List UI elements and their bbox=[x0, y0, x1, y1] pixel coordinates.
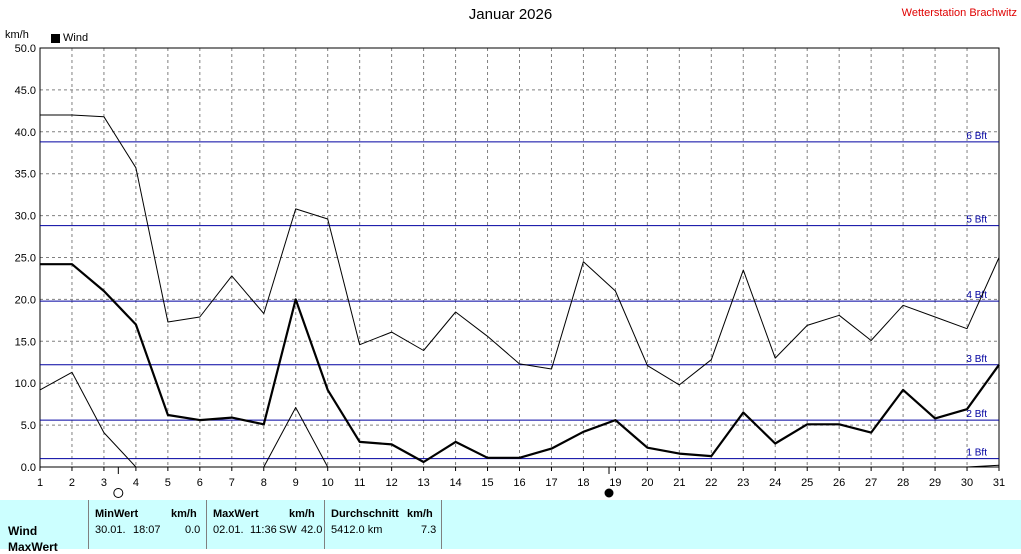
stats-min-time: 18:07 bbox=[133, 524, 161, 536]
beaufort-label: 5 Bft bbox=[966, 215, 987, 226]
legend-swatch-icon bbox=[51, 33, 60, 43]
x-tick-label: 28 bbox=[897, 477, 909, 489]
stats-row-label-wind: Wind bbox=[8, 524, 38, 538]
y-tick-label: 45.0 bbox=[15, 85, 36, 97]
legend-label: Wind bbox=[63, 32, 89, 44]
x-tick-label: 31 bbox=[993, 477, 1005, 489]
beaufort-label: 1 Bft bbox=[966, 448, 987, 459]
x-tick-label: 30 bbox=[961, 477, 973, 489]
x-tick-label: 5 bbox=[165, 477, 171, 489]
stats-avg-unit: km/h bbox=[407, 508, 433, 520]
beaufort-label: 6 Bft bbox=[966, 131, 987, 142]
stats-min-header: MinWert bbox=[95, 508, 139, 520]
stats-max-cell: MaxWert km/h 02.01. 11:36 SW 42.0 bbox=[206, 500, 325, 549]
x-tick-label: 14 bbox=[449, 477, 461, 489]
legend: Wind bbox=[51, 32, 88, 44]
stats-min-value: 0.0 bbox=[185, 524, 201, 536]
y-tick-label: 5.0 bbox=[21, 420, 36, 432]
y-tick-label: 10.0 bbox=[15, 378, 36, 390]
x-tick-label: 22 bbox=[705, 477, 717, 489]
beaufort-label: 2 Bft bbox=[966, 409, 987, 420]
x-tick-label: 27 bbox=[865, 477, 877, 489]
y-tick-label: 35.0 bbox=[15, 169, 36, 181]
y-tick-label: 25.0 bbox=[15, 253, 36, 265]
stats-min-cell: MinWert km/h 30.01. 18:07 0.0 bbox=[88, 500, 207, 549]
x-tick-label: 26 bbox=[833, 477, 845, 489]
stats-max-value: 42.0 bbox=[301, 524, 323, 536]
stats-avg-cell: Durchschnitt km/h 5412.0 km 7.3 bbox=[324, 500, 442, 549]
stats-min-unit: km/h bbox=[171, 508, 197, 520]
beaufort-label: 4 Bft bbox=[966, 290, 987, 301]
x-tick-label: 16 bbox=[513, 477, 525, 489]
x-tick-label: 13 bbox=[417, 477, 429, 489]
x-tick-label: 23 bbox=[737, 477, 749, 489]
stats-avg-value: 7.3 bbox=[421, 524, 437, 536]
station-name: Wetterstation Brachwitz bbox=[901, 7, 1017, 19]
stats-avg-header: Durchschnitt bbox=[331, 508, 399, 520]
x-tick-label: 19 bbox=[609, 477, 621, 489]
series-line bbox=[263, 407, 329, 468]
y-tick-label: 15.0 bbox=[15, 336, 36, 348]
y-tick-label: 30.0 bbox=[15, 211, 36, 223]
x-tick-label: 20 bbox=[641, 477, 653, 489]
full-moon-icon bbox=[113, 488, 124, 498]
stats-max-direction: SW bbox=[279, 524, 297, 536]
wind-chart: 0.0 5.0 10.0 15.0 20.0 25.0 30.0 35.0 40.0 45.0 50… bbox=[15, 43, 1005, 498]
stats-avg-distance: 5412.0 km bbox=[331, 524, 383, 536]
x-tick-label: 12 bbox=[386, 477, 398, 489]
x-tick-label: 10 bbox=[322, 477, 334, 489]
series-line bbox=[40, 263, 1000, 464]
x-tick-label: 8 bbox=[261, 477, 267, 489]
x-tick-label: 1 bbox=[37, 477, 43, 489]
y-axis-unit: km/h bbox=[5, 29, 29, 41]
x-tick-label: 17 bbox=[545, 477, 557, 489]
stats-max-header: MaxWert bbox=[213, 508, 259, 520]
new-moon-icon bbox=[604, 488, 614, 498]
series-line bbox=[40, 114, 1000, 386]
x-tick-label: 2 bbox=[69, 477, 75, 489]
x-tick-label: 11 bbox=[354, 477, 365, 489]
y-tick-label: 20.0 bbox=[15, 294, 36, 306]
series-line bbox=[39, 371, 137, 468]
x-tick-label: 15 bbox=[481, 477, 493, 489]
stats-max-time: 11:36 bbox=[250, 524, 277, 536]
series-line bbox=[966, 464, 1000, 468]
beaufort-label: 3 Bft bbox=[966, 354, 987, 365]
x-tick-label: 4 bbox=[133, 477, 139, 489]
y-tick-label: 0.0 bbox=[21, 462, 36, 474]
x-tick-label: 7 bbox=[229, 477, 235, 489]
stats-max-unit: km/h bbox=[289, 508, 315, 520]
x-tick-label: 25 bbox=[801, 477, 813, 489]
y-tick-label: 50.0 bbox=[15, 43, 36, 55]
chart-title: Januar 2026 bbox=[468, 6, 553, 23]
stats-row-label-maxwert: MaxWert bbox=[8, 540, 58, 554]
x-tick-label: 24 bbox=[769, 477, 781, 489]
x-tick-label: 18 bbox=[577, 477, 589, 489]
x-tick-label: 29 bbox=[929, 477, 941, 489]
x-tick-label: 21 bbox=[673, 477, 685, 489]
y-tick-label: 40.0 bbox=[15, 127, 36, 139]
stats-min-date: 30.01. bbox=[95, 524, 126, 536]
x-tick-label: 6 bbox=[197, 477, 203, 489]
stats-max-date: 02.01. bbox=[213, 524, 244, 536]
x-tick-label: 3 bbox=[101, 477, 107, 489]
x-tick-label: 9 bbox=[293, 477, 299, 489]
stats-panel: Wind MaxWert MinWert km/h 30.01. 18:07 0… bbox=[0, 500, 1021, 554]
